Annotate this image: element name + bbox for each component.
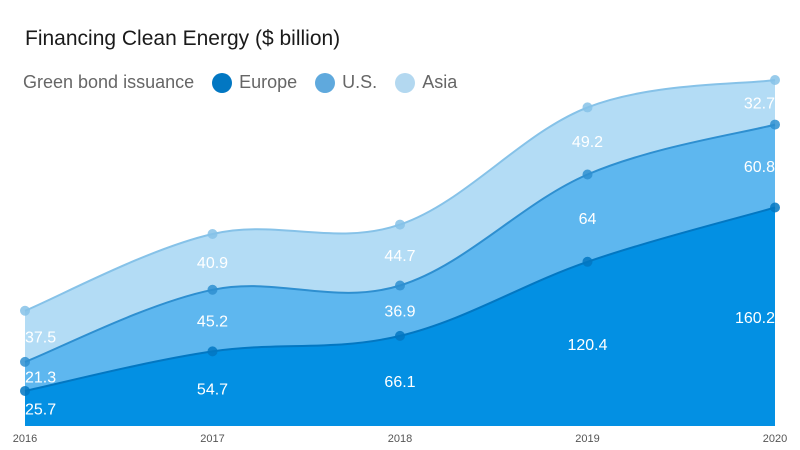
data-label-asia-2019: 49.2 xyxy=(572,134,603,151)
data-label-us-2017: 45.2 xyxy=(197,314,228,331)
data-label-europe-2018: 66.1 xyxy=(384,374,415,391)
point-us-2017[interactable] xyxy=(207,284,218,295)
data-label-europe-2017: 54.7 xyxy=(197,382,228,399)
data-label-us-2018: 36.9 xyxy=(384,304,415,321)
data-label-europe-2016: 25.7 xyxy=(25,401,56,418)
point-asia-2019[interactable] xyxy=(582,102,593,113)
x-tick-2019: 2019 xyxy=(575,433,599,445)
legend-item-asia[interactable]: Asia xyxy=(395,72,457,93)
data-label-us-2020: 60.8 xyxy=(744,159,775,176)
legend-item-us[interactable]: U.S. xyxy=(315,72,377,93)
point-us-2016[interactable] xyxy=(20,356,30,367)
data-label-us-2019: 64 xyxy=(579,211,597,228)
data-label-us-2016: 21.3 xyxy=(25,369,56,386)
point-europe-2020[interactable] xyxy=(770,202,780,213)
point-asia-2016[interactable] xyxy=(20,305,30,316)
legend-marker-asia xyxy=(395,72,416,93)
point-europe-2017[interactable] xyxy=(207,346,218,357)
chart-title: Financing Clean Energy ($ billion) xyxy=(25,27,341,50)
data-label-asia-2017: 40.9 xyxy=(197,255,228,272)
point-asia-2020[interactable] xyxy=(770,75,780,85)
data-label-asia-2016: 37.5 xyxy=(25,329,56,346)
point-europe-2018[interactable] xyxy=(395,330,405,341)
legend-label-us: U.S. xyxy=(342,72,378,92)
data-label-asia-2018: 44.7 xyxy=(384,248,415,265)
legend: Green bond issuance Europe U.S. Asia xyxy=(23,72,475,93)
point-us-2018[interactable] xyxy=(395,280,405,291)
legend-label-europe: Europe xyxy=(239,72,298,92)
point-asia-2018[interactable] xyxy=(395,219,405,230)
legend-marker-us xyxy=(315,72,336,93)
data-label-europe-2019: 120.4 xyxy=(567,337,607,354)
legend-item-europe[interactable]: Europe xyxy=(212,72,297,93)
x-tick-2018: 2018 xyxy=(388,433,412,445)
x-tick-2017: 2017 xyxy=(200,433,224,445)
legend-title: Green bond issuance xyxy=(23,72,195,92)
point-us-2020[interactable] xyxy=(770,119,780,130)
point-us-2019[interactable] xyxy=(582,169,593,180)
point-asia-2017[interactable] xyxy=(207,228,218,239)
data-label-europe-2020: 160.2 xyxy=(735,310,775,327)
legend-label-asia: Asia xyxy=(422,72,458,92)
point-europe-2019[interactable] xyxy=(582,256,593,267)
point-europe-2016[interactable] xyxy=(20,385,30,396)
x-tick-2020: 2020 xyxy=(763,433,787,445)
x-tick-2016: 2016 xyxy=(13,433,37,445)
data-label-asia-2020: 32.7 xyxy=(744,95,775,112)
legend-marker-europe xyxy=(212,72,233,93)
